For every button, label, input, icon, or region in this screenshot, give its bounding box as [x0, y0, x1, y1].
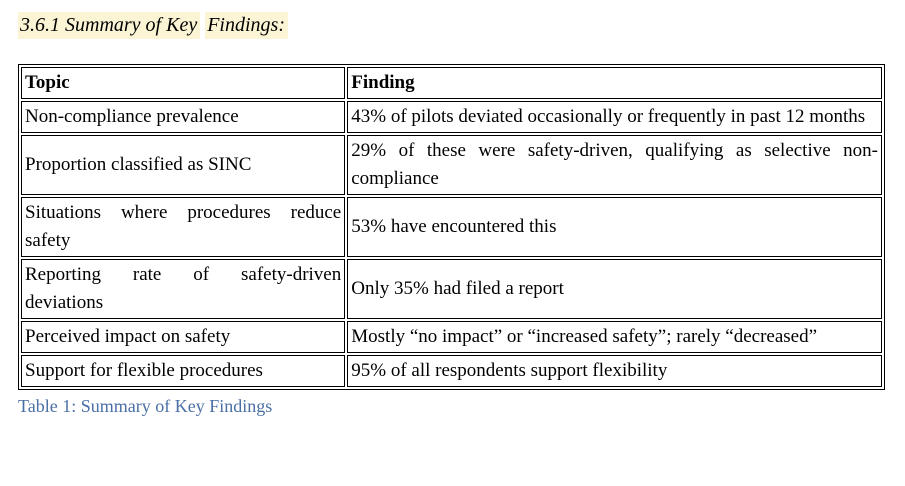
topic-cell: Non-compliance prevalence: [21, 101, 346, 133]
section-heading: 3.6.1 Summary of Key Findings:: [18, 12, 887, 39]
section-heading-highlight-2: Findings:: [205, 12, 288, 39]
finding-cell: 53% have encountered this: [347, 197, 882, 257]
finding-cell: 43% of pilots deviated occasionally or f…: [347, 101, 882, 133]
topic-cell: Perceived impact on safety: [21, 321, 346, 353]
column-header-topic: Topic: [21, 67, 346, 99]
finding-cell: Mostly “no impact” or “increased safety”…: [347, 321, 882, 353]
table-row: Proportion classified as SINC 29% of the…: [21, 135, 882, 195]
column-header-finding: Finding: [347, 67, 882, 99]
topic-cell: Reporting rate of safety-driven deviatio…: [21, 259, 346, 319]
table-caption: Table 1: Summary of Key Findings: [18, 396, 273, 416]
table-row: Non-compliance prevalence 43% of pilots …: [21, 101, 882, 133]
finding-cell: 29% of these were safety-driven, qualify…: [347, 135, 882, 195]
table-row: Perceived impact on safety Mostly “no im…: [21, 321, 882, 353]
topic-cell: Situations where procedures reduce safet…: [21, 197, 346, 257]
topic-cell: Support for flexible procedures: [21, 355, 346, 387]
topic-cell: Proportion classified as SINC: [21, 135, 346, 195]
table-row: Situations where procedures reduce safet…: [21, 197, 882, 257]
table-row: Support for flexible procedures 95% of a…: [21, 355, 882, 387]
table-header-row: Topic Finding: [21, 67, 882, 99]
key-findings-table: Topic Finding Non-compliance prevalence …: [18, 64, 885, 390]
finding-cell: Only 35% had filed a report: [347, 259, 882, 319]
finding-cell: 95% of all respondents support flexibili…: [347, 355, 882, 387]
section-heading-highlight-1: 3.6.1 Summary of Key: [18, 12, 201, 39]
table-row: Reporting rate of safety-driven deviatio…: [21, 259, 882, 319]
